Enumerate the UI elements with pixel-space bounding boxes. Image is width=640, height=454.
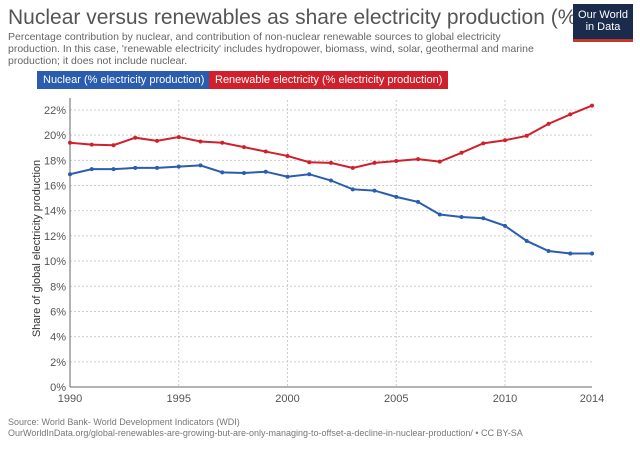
x-tick-label: 2010	[493, 393, 517, 405]
x-tick-label: 2005	[384, 393, 408, 405]
y-tick-label: 0%	[50, 382, 66, 394]
data-point	[198, 139, 203, 144]
y-tick-label: 20%	[44, 130, 66, 142]
source-note: Source: World Bank- World Development In…	[8, 417, 523, 439]
data-point	[503, 223, 507, 228]
data-point	[481, 216, 486, 221]
legend-renewable[interactable]: Renewable electricity (% electricity pro…	[209, 71, 449, 89]
series-line-renewable	[69, 104, 593, 169]
chart-subtitle: Percentage contribution by nuclear, and …	[8, 31, 534, 67]
data-point	[416, 199, 420, 204]
data-point	[546, 249, 551, 254]
data-point	[133, 165, 138, 170]
data-point	[242, 170, 246, 175]
data-point	[503, 138, 507, 143]
data-point	[89, 142, 94, 147]
data-point	[372, 188, 377, 193]
source-text: Source: World Bank- World Development In…	[8, 417, 240, 427]
data-point	[176, 164, 181, 169]
y-tick-label: 6%	[50, 306, 66, 318]
data-point	[111, 167, 116, 172]
data-point	[437, 212, 442, 217]
x-tick-label: 2014	[580, 393, 604, 405]
y-tick-label: 8%	[50, 281, 66, 293]
chart-title: Nuclear versus renewables as share elect…	[8, 6, 584, 29]
data-point	[481, 141, 486, 146]
source-url[interactable]: OurWorldInData.org/global-renewables-are…	[8, 428, 523, 438]
data-point	[590, 103, 594, 108]
data-point	[133, 135, 138, 140]
data-point	[111, 143, 116, 148]
data-point	[220, 170, 225, 175]
y-tick-label: 2%	[50, 357, 66, 369]
data-point	[546, 121, 551, 126]
data-point	[176, 135, 181, 140]
data-point	[263, 149, 268, 154]
data-point	[372, 160, 377, 165]
data-point	[329, 178, 333, 183]
data-point	[437, 159, 442, 164]
y-tick-label: 12%	[44, 231, 66, 243]
x-tick-label: 1995	[167, 393, 191, 405]
data-point	[307, 172, 312, 177]
data-point	[307, 160, 312, 165]
legend-nuclear[interactable]: Nuclear (% electricity production)	[37, 71, 211, 89]
data-point	[394, 158, 399, 163]
data-point	[155, 138, 159, 143]
y-tick-label: 10%	[44, 256, 66, 268]
x-tick-label: 1990	[58, 393, 82, 405]
data-point	[416, 157, 420, 162]
data-point	[394, 194, 399, 199]
y-tick-label: 22%	[44, 105, 66, 117]
data-point	[68, 140, 72, 145]
y-tick-label: 14%	[44, 206, 66, 218]
data-point	[263, 169, 268, 174]
data-point	[568, 251, 573, 256]
data-point	[285, 174, 290, 179]
x-tick-label: 2000	[275, 393, 299, 405]
data-point	[155, 165, 159, 170]
y-tick-label: 18%	[44, 155, 66, 167]
data-point	[89, 167, 94, 172]
y-axis-label: Share of global electricity production	[31, 160, 43, 337]
y-tick-label: 16%	[44, 181, 66, 193]
data-point	[568, 112, 573, 117]
data-point	[524, 133, 529, 138]
data-point	[242, 145, 246, 150]
data-point	[590, 251, 594, 256]
data-point	[350, 187, 355, 192]
owid-logo[interactable]: Our World in Data	[573, 4, 633, 42]
data-point	[459, 150, 464, 155]
data-point	[350, 165, 355, 170]
data-point	[524, 238, 529, 243]
data-point	[459, 215, 464, 220]
data-point	[285, 153, 290, 158]
y-tick-label: 4%	[50, 332, 66, 344]
data-point	[329, 160, 333, 165]
data-point	[220, 140, 225, 145]
data-point	[68, 172, 72, 177]
data-point	[198, 163, 203, 168]
